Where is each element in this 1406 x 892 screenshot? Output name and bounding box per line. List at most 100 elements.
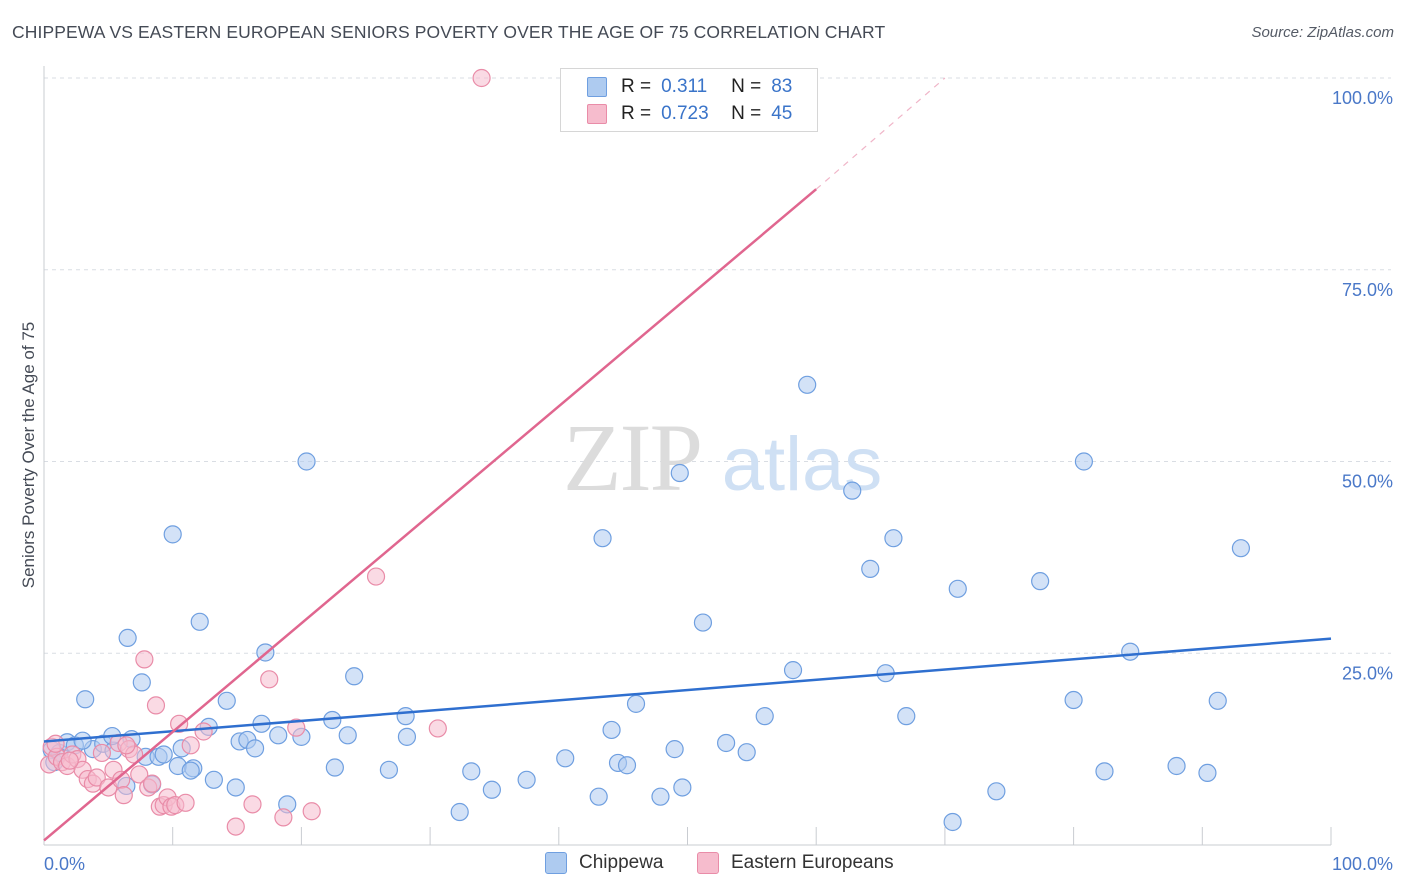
data-point	[117, 736, 136, 755]
data-point	[843, 481, 862, 500]
series-legend: Chippewa Eastern Europeans	[0, 852, 1406, 878]
data-point	[143, 774, 162, 793]
watermark: ZIP atlas	[563, 404, 882, 511]
data-point	[226, 817, 245, 836]
x-tick-label: 100.0%	[1332, 854, 1393, 874]
data-point	[181, 761, 200, 780]
data-point	[428, 719, 447, 738]
data-point	[651, 787, 670, 806]
data-point	[73, 731, 92, 750]
legend-swatch-eastern-europeans	[587, 104, 607, 124]
data-point	[217, 691, 236, 710]
data-point	[118, 628, 137, 648]
data-point	[338, 726, 357, 745]
legend-row-eastern-europeans: R = 0.723 N = 45	[587, 101, 792, 127]
data-point	[670, 463, 689, 483]
data-point	[146, 696, 166, 715]
data-point	[755, 707, 774, 726]
data-point	[135, 650, 154, 669]
legend-swatch-chippewa	[545, 852, 567, 874]
tick-labels: 100.0% 75.0% 50.0% 25.0% 0.0% 100.0%	[44, 88, 1393, 874]
data-point	[1231, 539, 1251, 558]
data-point	[626, 694, 646, 713]
trend-line-eastern-europeans	[43, 188, 818, 842]
series-chippewa-points	[42, 375, 1251, 832]
data-point	[987, 782, 1006, 801]
data-point	[737, 743, 756, 762]
axes	[43, 66, 1332, 846]
chart-title: CHIPPEWA VS EASTERN EUROPEAN SENIORS POV…	[12, 22, 886, 42]
legend-item-chippewa: Chippewa	[545, 852, 664, 874]
data-point	[366, 567, 386, 586]
data-point	[593, 529, 612, 548]
y-axis-label: Seniors Poverty Over the Age of 75	[19, 322, 38, 588]
data-point	[1198, 763, 1217, 783]
data-point	[204, 770, 223, 789]
correlation-legend: R = 0.311 N = 83 R = 0.723 N = 45	[560, 68, 818, 132]
data-point	[325, 758, 344, 777]
data-point	[798, 375, 817, 394]
series-eastern-europeans-points	[40, 68, 491, 836]
legend-r-value: 0.311	[661, 76, 708, 97]
data-point	[1074, 452, 1093, 471]
data-point	[472, 68, 491, 88]
data-point	[170, 714, 189, 733]
data-point	[345, 667, 364, 686]
data-point	[897, 707, 916, 726]
data-point	[60, 751, 79, 770]
data-point	[1064, 690, 1083, 710]
data-point	[884, 529, 903, 548]
data-point	[1208, 691, 1227, 710]
data-point	[861, 559, 880, 578]
legend-label-chippewa: Chippewa	[579, 852, 664, 873]
legend-n-value: 45	[771, 103, 793, 124]
data-point	[482, 780, 501, 799]
legend-r-label: R =	[621, 76, 652, 97]
data-point	[269, 726, 288, 745]
data-point	[462, 762, 481, 781]
data-point	[617, 756, 637, 775]
x-tick-label: 0.0%	[44, 854, 85, 874]
y-tick-label: 50.0%	[1342, 472, 1393, 492]
data-point	[602, 720, 621, 740]
data-point	[1121, 642, 1140, 661]
legend-label-eastern-europeans: Eastern Europeans	[731, 852, 894, 873]
source-credit: Source: ZipAtlas.com	[1251, 24, 1394, 41]
data-point	[1031, 572, 1050, 591]
legend-r-value: 0.723	[661, 103, 709, 124]
trend-lines	[43, 77, 1332, 842]
data-point	[297, 452, 316, 471]
legend-item-eastern-europeans: Eastern Europeans	[697, 852, 894, 874]
data-point	[92, 743, 112, 763]
data-point	[673, 778, 692, 797]
data-point	[1095, 762, 1114, 781]
y-tick-label: 75.0%	[1342, 280, 1393, 300]
grid-lines	[44, 77, 1391, 654]
trend-line-chippewa	[43, 637, 1332, 743]
data-point	[226, 778, 245, 797]
legend-n-value: 83	[771, 76, 793, 97]
data-point	[274, 808, 293, 827]
data-point	[132, 673, 151, 692]
data-point	[114, 786, 133, 805]
watermark-zip: ZIP	[563, 404, 701, 511]
legend-swatch-chippewa	[587, 77, 607, 97]
data-point	[717, 733, 736, 753]
data-point	[190, 612, 209, 631]
data-point	[517, 770, 536, 789]
legend-n-label: N =	[731, 76, 762, 97]
data-point	[46, 734, 65, 753]
data-point	[948, 579, 967, 598]
y-tick-label: 100.0%	[1332, 88, 1393, 108]
data-point	[589, 787, 608, 806]
data-point	[1167, 756, 1186, 776]
data-point	[397, 727, 417, 746]
legend-swatch-eastern-europeans	[697, 852, 719, 874]
data-point	[379, 760, 399, 779]
data-point	[693, 613, 713, 632]
y-tick-label: 25.0%	[1342, 663, 1393, 683]
data-point	[176, 793, 195, 812]
legend-n-label: N =	[731, 103, 762, 124]
data-point	[783, 661, 803, 680]
data-point	[396, 707, 415, 726]
